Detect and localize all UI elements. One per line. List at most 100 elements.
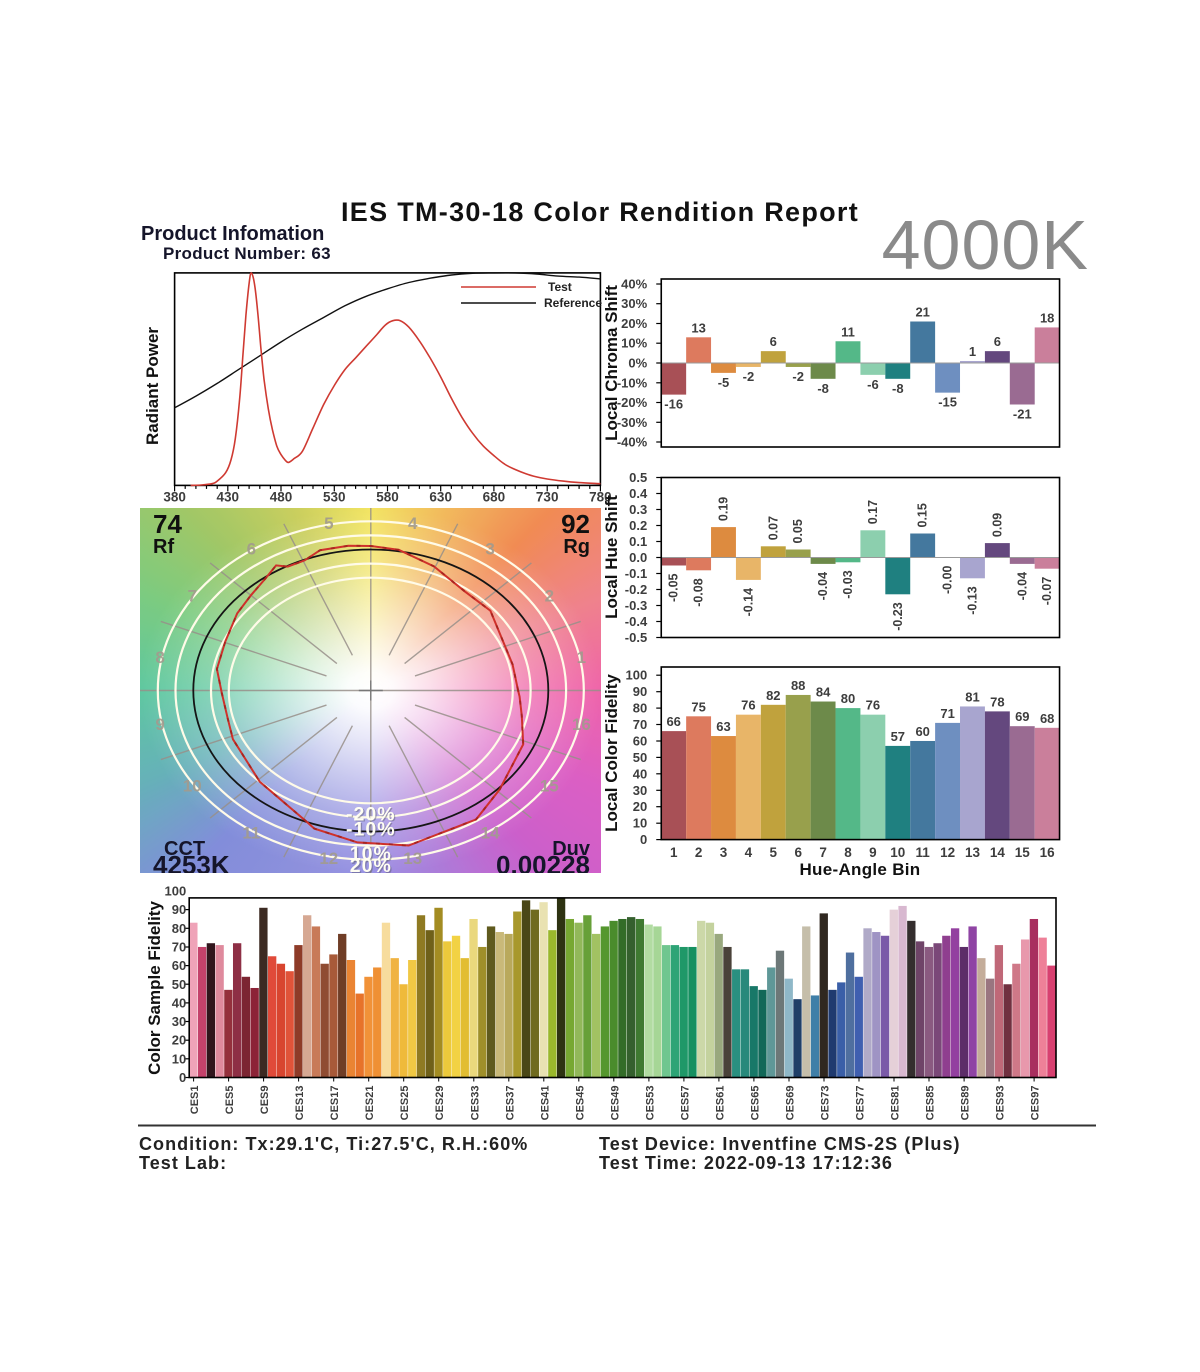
svg-text:2: 2 xyxy=(695,845,703,860)
svg-text:0.1: 0.1 xyxy=(629,534,647,549)
svg-text:10: 10 xyxy=(182,776,201,795)
svg-text:10%: 10% xyxy=(349,843,391,865)
svg-text:CES85: CES85 xyxy=(925,1086,937,1121)
svg-text:CES17: CES17 xyxy=(329,1086,341,1121)
svg-text:6: 6 xyxy=(794,845,802,860)
svg-text:88: 88 xyxy=(791,678,805,693)
svg-text:CES13: CES13 xyxy=(294,1086,306,1121)
svg-text:-21: -21 xyxy=(1013,407,1032,422)
svg-text:780: 780 xyxy=(589,489,612,504)
svg-text:71: 71 xyxy=(940,706,954,721)
svg-text:CES89: CES89 xyxy=(960,1086,972,1121)
svg-text:0: 0 xyxy=(640,832,647,847)
svg-text:0.19: 0.19 xyxy=(717,497,731,521)
svg-text:-0.23: -0.23 xyxy=(891,602,905,631)
svg-text:Reference: Reference xyxy=(544,296,602,310)
svg-text:20%: 20% xyxy=(351,857,393,874)
svg-text:50: 50 xyxy=(172,977,186,992)
svg-text:69: 69 xyxy=(1015,709,1029,724)
svg-text:680: 680 xyxy=(483,489,506,504)
svg-text:14: 14 xyxy=(990,845,1006,860)
svg-text:CES21: CES21 xyxy=(364,1086,376,1121)
svg-text:CES53: CES53 xyxy=(644,1086,656,1121)
svg-text:20%: 20% xyxy=(621,316,647,331)
svg-text:68: 68 xyxy=(1040,711,1054,726)
svg-text:6: 6 xyxy=(246,540,255,559)
svg-text:75: 75 xyxy=(691,699,705,714)
svg-text:-0.4: -0.4 xyxy=(625,614,648,629)
svg-text:76: 76 xyxy=(866,698,880,713)
svg-text:-0.05: -0.05 xyxy=(667,573,681,602)
svg-text:-0.07: -0.07 xyxy=(1040,577,1054,606)
svg-text:90: 90 xyxy=(172,902,186,917)
svg-text:-8: -8 xyxy=(817,381,829,396)
svg-text:8: 8 xyxy=(155,648,164,667)
svg-text:-0.00: -0.00 xyxy=(941,565,955,594)
svg-text:70: 70 xyxy=(633,717,647,732)
svg-text:CES77: CES77 xyxy=(855,1086,867,1121)
svg-text:-20%: -20% xyxy=(346,803,396,825)
svg-text:Test: Test xyxy=(548,280,572,294)
svg-text:430: 430 xyxy=(217,489,240,504)
svg-text:CES57: CES57 xyxy=(679,1086,691,1121)
svg-text:8: 8 xyxy=(844,845,852,860)
svg-text:76: 76 xyxy=(741,698,755,713)
svg-text:82: 82 xyxy=(766,688,780,703)
svg-text:380: 380 xyxy=(163,489,186,504)
svg-text:CES61: CES61 xyxy=(714,1086,726,1121)
svg-text:-0.1: -0.1 xyxy=(625,566,647,581)
svg-text:0.0: 0.0 xyxy=(629,550,647,565)
svg-text:20%: 20% xyxy=(349,855,391,873)
svg-text:7: 7 xyxy=(819,845,827,860)
svg-text:5: 5 xyxy=(324,514,333,533)
svg-text:60: 60 xyxy=(915,724,929,739)
svg-text:580: 580 xyxy=(376,489,399,504)
svg-text:0.05: 0.05 xyxy=(791,519,805,543)
svg-text:21: 21 xyxy=(915,305,929,320)
svg-text:14: 14 xyxy=(480,823,499,842)
svg-text:1: 1 xyxy=(576,648,585,667)
svg-text:-0.13: -0.13 xyxy=(966,586,980,615)
svg-text:-8: -8 xyxy=(892,381,904,396)
svg-text:9: 9 xyxy=(155,715,164,734)
svg-text:3: 3 xyxy=(720,845,728,860)
svg-text:CES41: CES41 xyxy=(539,1086,551,1121)
svg-text:92: 92 xyxy=(561,509,590,539)
svg-text:-6: -6 xyxy=(867,377,879,392)
svg-text:90: 90 xyxy=(633,684,647,699)
svg-text:100: 100 xyxy=(164,884,186,899)
svg-text:-0.14: -0.14 xyxy=(741,588,755,617)
svg-text:Rf: Rf xyxy=(153,536,174,558)
svg-text:CES9: CES9 xyxy=(259,1086,271,1115)
svg-text:2: 2 xyxy=(544,587,553,606)
svg-text:30: 30 xyxy=(172,1014,186,1029)
svg-text:-0.2: -0.2 xyxy=(625,582,647,597)
svg-text:60: 60 xyxy=(633,734,647,749)
svg-text:-20%: -20% xyxy=(347,805,397,827)
svg-text:-10%: -10% xyxy=(617,375,648,390)
svg-text:30%: 30% xyxy=(621,296,647,311)
svg-text:530: 530 xyxy=(323,489,346,504)
svg-text:CES45: CES45 xyxy=(574,1086,586,1121)
svg-text:0: 0 xyxy=(179,1070,186,1085)
svg-text:7: 7 xyxy=(187,587,196,606)
svg-text:78: 78 xyxy=(990,694,1004,709)
svg-text:74: 74 xyxy=(153,509,182,539)
svg-text:70: 70 xyxy=(172,940,186,955)
svg-text:-10%: -10% xyxy=(346,818,396,840)
svg-text:1: 1 xyxy=(670,845,678,860)
svg-text:CES49: CES49 xyxy=(609,1086,621,1121)
svg-text:0.17: 0.17 xyxy=(866,500,880,524)
svg-text:40: 40 xyxy=(172,995,186,1010)
svg-text:-0.04: -0.04 xyxy=(816,572,830,601)
svg-text:0.15: 0.15 xyxy=(916,503,930,527)
svg-text:13: 13 xyxy=(691,320,705,335)
svg-text:12: 12 xyxy=(940,845,955,860)
svg-text:6: 6 xyxy=(994,334,1001,349)
svg-text:10%: 10% xyxy=(621,336,647,351)
svg-text:-0.3: -0.3 xyxy=(625,598,647,613)
svg-text:10%: 10% xyxy=(351,844,393,866)
svg-text:CES5: CES5 xyxy=(224,1086,236,1115)
svg-text:10: 10 xyxy=(633,816,647,831)
svg-text:3: 3 xyxy=(485,540,494,559)
